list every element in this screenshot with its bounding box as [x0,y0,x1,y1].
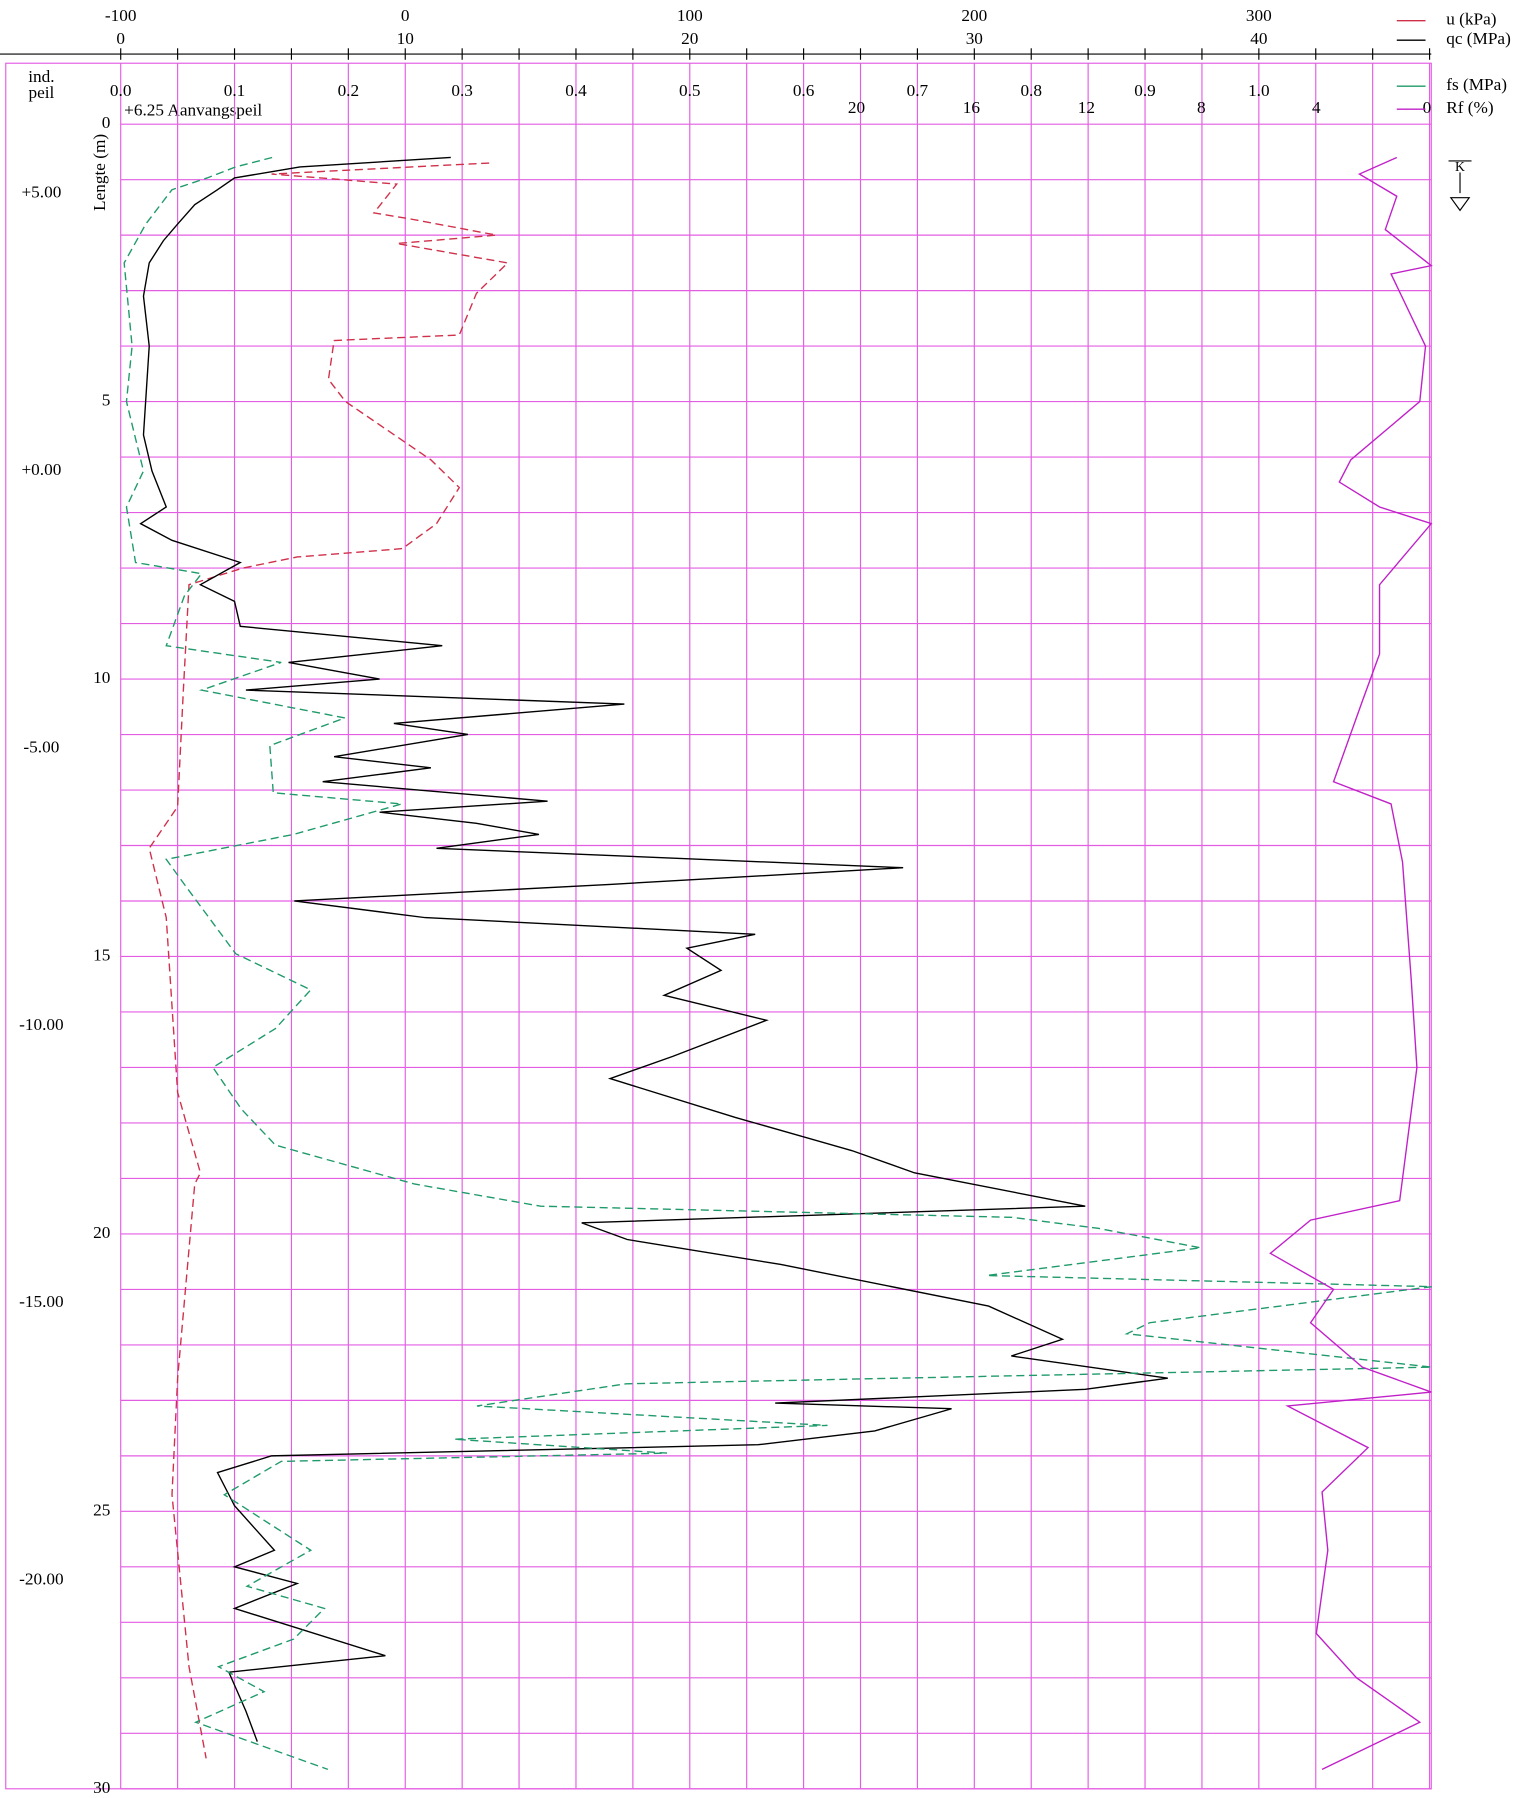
x-tick-label: 1.0 [1248,81,1270,100]
y2-tick-label: -10.00 [19,1015,64,1034]
x-tick-label: 0.8 [1020,81,1042,100]
y2-axis-label: peil [28,83,54,102]
x-tick-label: 30 [966,29,983,48]
y-tick-label: 0 [102,113,111,132]
x-tick-label: 0 [401,6,410,25]
x-tick-label: 20 [848,98,865,117]
x-tick-label: -100 [105,6,137,25]
x-tick-label: 8 [1197,98,1206,117]
series-line [148,162,510,1759]
series-line [123,156,1432,1771]
x-tick-label: 300 [1246,6,1272,25]
x-tick-label: 0.2 [338,81,360,100]
y-tick-label: 15 [93,945,110,964]
y2-tick-label: -15.00 [19,1292,64,1311]
legend-label: Rf (%) [1446,98,1493,117]
x-tick-label: 0.6 [793,81,815,100]
symbol-label: K [1455,159,1465,174]
x-tick-label: 0.9 [1134,81,1156,100]
y2-axis-label: ind. [28,67,54,86]
x-tick-label: 4 [1312,98,1321,117]
x-tick-label: 16 [963,98,981,117]
x-tick-label: 0.3 [451,81,473,100]
y2-tick-label: +5.00 [21,182,61,201]
x-tick-label: 12 [1078,98,1095,117]
frame [5,62,1432,1790]
water-level-symbol [1448,160,1472,212]
x-tick-label: 0.0 [110,81,132,100]
x-tick-label: 100 [677,6,703,25]
y2-tick-label: -20.00 [19,1570,64,1589]
x-tick-label: 0.7 [907,81,929,100]
legend-label: qc (MPa) [1446,29,1511,48]
x-tick-label: 0.4 [565,81,587,100]
x-tick-label: 0 [116,29,125,48]
x-tick-label: 10 [397,29,414,48]
y2-tick-label: +0.00 [21,460,61,479]
series-line [1269,156,1433,1770]
series-line [139,156,1168,1742]
y2-tick-label: -5.00 [23,737,59,756]
y-tick-label: 20 [93,1223,110,1242]
y-tick-label: 25 [93,1500,110,1519]
y-tick-label: 5 [102,391,111,410]
y-tick-label: 10 [93,668,110,687]
y-tick-label: 30 [93,1778,110,1797]
x-tick-label: 0 [1423,98,1432,117]
x-tick-label: 40 [1250,29,1267,48]
x-tick-label: 200 [961,6,987,25]
x-tick-label: 0.5 [679,81,701,100]
y-axis-label: Lengte (m) [90,134,109,211]
legend-label: fs (MPa) [1446,75,1507,94]
annotation: +6.25 Aanvangspeil [124,100,262,119]
x-tick-label: 20 [681,29,698,48]
x-tick-label: 0.1 [224,81,246,100]
legend-label: u (kPa) [1446,10,1496,29]
